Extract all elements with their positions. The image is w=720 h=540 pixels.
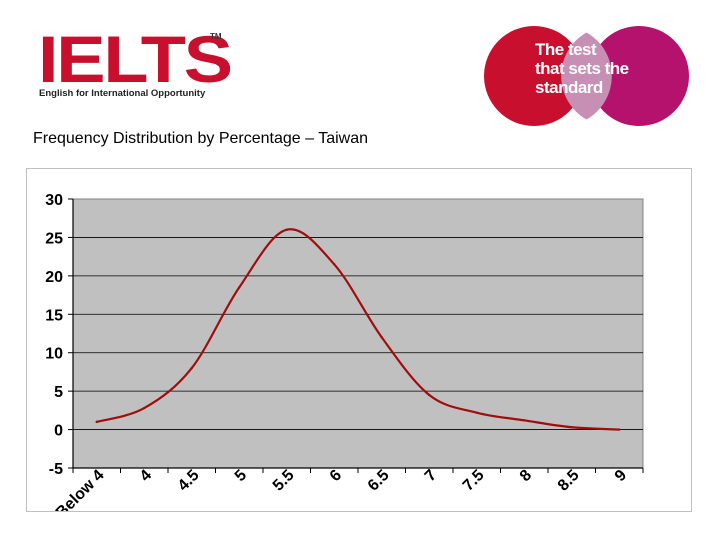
x-tick-label: 8.5 xyxy=(555,467,583,495)
x-tick-label: 7.5 xyxy=(460,467,488,495)
y-tick-label: 30 xyxy=(45,192,63,209)
circle-overlap xyxy=(561,32,612,120)
data-point xyxy=(143,406,146,410)
slogan-circles xyxy=(484,26,689,126)
data-point xyxy=(285,228,288,231)
data-point xyxy=(428,393,431,397)
slogan-text: The test that sets the standard xyxy=(535,40,695,97)
x-tick-label: 4.5 xyxy=(175,467,203,495)
y-tick-label: 25 xyxy=(45,230,63,247)
x-tick-label: 4 xyxy=(137,467,155,485)
plot-area xyxy=(72,198,644,469)
ielts-logo: IELTS TM English for International Oppor… xyxy=(38,22,233,104)
y-tick-label: 10 xyxy=(45,346,63,363)
page-title: Frequency Distribution by Percentage – T… xyxy=(33,130,368,147)
data-point xyxy=(475,411,478,414)
logo-wordmark: IELTS xyxy=(38,22,233,96)
slogan-line-3: standard xyxy=(535,78,603,97)
slogan-line-2: that sets the xyxy=(535,59,629,78)
x-tick-label: 5.5 xyxy=(270,467,298,495)
logo-trademark: TM xyxy=(210,32,222,41)
x-tick-label: 9 xyxy=(612,467,630,485)
red-circle xyxy=(484,26,584,126)
y-tick-label: 0 xyxy=(54,423,63,440)
y-tick-label: 5 xyxy=(54,384,63,401)
x-tick-label: 7 xyxy=(422,467,440,485)
data-point xyxy=(190,366,193,370)
x-tick-label: 6.5 xyxy=(365,467,393,495)
data-point xyxy=(570,426,573,429)
y-tick-label: -5 xyxy=(49,461,63,478)
data-point xyxy=(618,428,621,431)
data-point xyxy=(380,336,383,339)
data-point xyxy=(333,263,336,266)
data-point xyxy=(238,286,241,289)
x-tick-label: 6 xyxy=(327,467,345,485)
chart-container: -5 0 5 10 15 20 25 30 Below 4 4 4.5 5 5.5 6 6.5 7 7.5 8 8.… xyxy=(26,168,692,512)
logo-tagline: English for International Opportunity xyxy=(39,88,206,99)
magenta-circle xyxy=(589,26,689,126)
slogan-line-1: The test xyxy=(535,40,597,59)
x-tick-label: 5 xyxy=(232,467,250,485)
data-point xyxy=(523,419,526,422)
x-tick-label: 8 xyxy=(517,467,535,485)
y-tick-label: 15 xyxy=(45,307,63,324)
data-point xyxy=(95,420,98,424)
y-tick-label: 20 xyxy=(45,269,63,286)
